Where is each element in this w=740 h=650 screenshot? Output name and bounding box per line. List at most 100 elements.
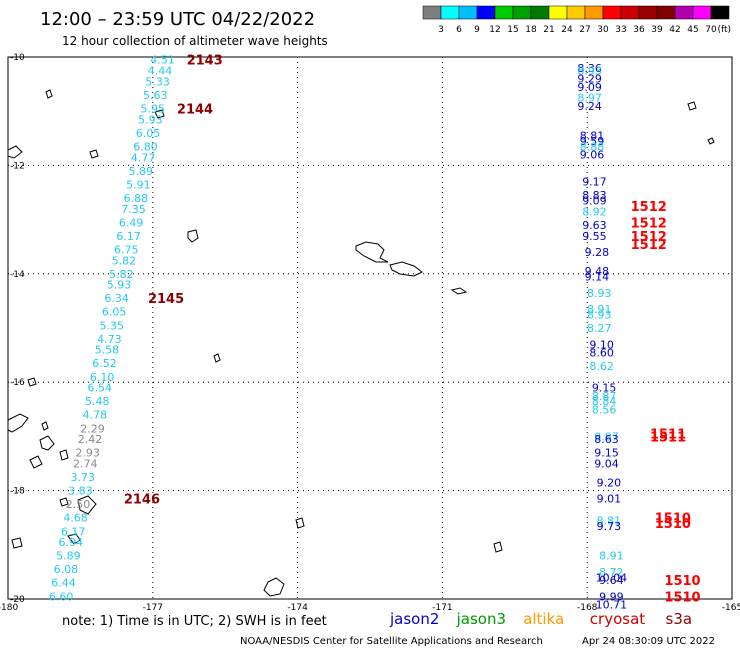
longitude-tick-label: -180 [0, 603, 18, 613]
latitude-tick-label: -14 [10, 270, 25, 280]
track-cycle-label: 1512 [631, 200, 667, 215]
longitude-tick-label: -168 [577, 603, 598, 613]
track-cycle-label: 2146 [124, 493, 160, 508]
track-cycle-label: 1512 [631, 238, 667, 253]
track-cycle-label: 1510 [664, 574, 700, 589]
island-outline [213, 353, 221, 363]
legend-swatch [548, 5, 568, 20]
island-outline [39, 435, 55, 451]
island-outline [263, 577, 285, 597]
island-outline [29, 455, 43, 469]
wave-height-value: 8.63 [594, 433, 619, 446]
satellite-legend-s3a: s3a [666, 610, 693, 628]
wave-height-value: 9.06 [580, 149, 605, 162]
island-outline [45, 89, 53, 99]
latitude-tick-label: -10 [10, 53, 25, 63]
legend-swatch [692, 5, 712, 20]
legend-tick-label: 30 [597, 25, 609, 35]
island-outline [41, 421, 49, 431]
wave-height-value: 8.56 [592, 403, 617, 416]
wave-height-value: 9.59 [580, 135, 605, 148]
legend-swatch [512, 5, 532, 20]
wave-height-value: 6.94 [58, 536, 83, 549]
wave-height-value: 5.89 [128, 165, 153, 178]
island-outline [27, 377, 37, 387]
wave-height-value: 8.81 [580, 130, 605, 143]
wave-height-value: 6.60 [49, 590, 74, 603]
map-frame [7, 56, 733, 600]
satellite-legend-jason3: jason3 [456, 610, 506, 628]
satellite-legend: jason2 jason3 altika cryosat s3a [389, 610, 692, 628]
wave-height-value: 6.10 [90, 371, 115, 384]
wave-height-value: 8.84 [592, 395, 617, 408]
wave-height-value: 4.68 [63, 512, 88, 525]
wave-height-value: 5.35 [100, 319, 125, 332]
axis-tick-labels: -180 -177 -174 -171 -168 -165 -10 -12 -14 -16 -18 -… [0, 53, 740, 613]
wave-height-value: 9.15 [594, 447, 619, 460]
wave-height-value: 8.93 [587, 308, 612, 321]
longitude-tick-label: -174 [287, 603, 308, 613]
wave-height-value: 8.87 [594, 430, 619, 443]
wave-height-value: 5.91 [126, 178, 151, 191]
wave-height-value: 5.48 [85, 395, 110, 408]
legend-tick-label: 45 [687, 25, 698, 35]
wave-height-value: 2.42 [78, 433, 103, 446]
wave-height-value: 6.75 [114, 243, 139, 256]
longitude-tick-label: -165 [722, 603, 740, 613]
wave-height-value: 8.83 [582, 189, 607, 202]
wave-height-value: 8.91 [599, 550, 624, 563]
legend-tick-label: 70 [705, 25, 717, 35]
legend-tick-label: 9 [474, 25, 480, 35]
wave-height-value: 3.83 [68, 485, 93, 498]
legend-tick-label: 18 [525, 25, 537, 35]
legend-tick-label: 3 [438, 25, 444, 35]
legend-swatch [674, 5, 694, 20]
wave-height-value: 6.08 [54, 563, 79, 576]
island-outline [77, 495, 97, 515]
wave-height-value: 8.27 [587, 322, 612, 335]
wave-height-value: 4.78 [83, 409, 108, 422]
wave-height-value: 5.82 [109, 268, 134, 281]
legend-swatch [584, 5, 604, 20]
island-outline [7, 413, 29, 433]
map-title: 12:00 – 23:59 UTC 04/22/2022 [40, 9, 315, 30]
wave-height-value: 9.29 [577, 73, 602, 86]
satellite-legend-cryosat: cryosat [590, 610, 645, 628]
wave-height-value: 2.50 [66, 498, 91, 511]
wave-height-value: 8.93 [577, 65, 602, 78]
track-s3a: 8.368.939.299.098.979.248.819.598.889.06… [577, 62, 700, 612]
wave-height-value: 9.48 [585, 265, 610, 278]
lat-lon-grid [8, 57, 732, 599]
island-outline [154, 109, 165, 119]
wave-height-value: 8.81 [597, 514, 622, 527]
legend-tick-label: 39 [651, 25, 663, 35]
track-cycle-label: 2143 [187, 54, 223, 69]
wave-height-value: 2.74 [73, 458, 98, 471]
wave-height-value: 8.62 [589, 360, 614, 373]
track-cycle-label: 1510 [655, 517, 691, 532]
wave-height-value: 8.72 [599, 566, 624, 579]
wave-height-value: 8.60 [589, 346, 614, 359]
wave-height-value: 9.09 [582, 195, 607, 208]
wave-height-value: 6.17 [116, 230, 141, 243]
island-outline [59, 497, 69, 507]
wave-height-value: 9.55 [582, 230, 607, 243]
island-outline [59, 449, 69, 461]
wave-height-value: 4.73 [97, 333, 122, 346]
wave-height-value: 9.63 [582, 219, 607, 232]
wave-height-value: 9.09 [577, 81, 602, 94]
wave-height-value: 9.10 [589, 338, 614, 351]
map-subtitle: 12 hour collection of altimeter wave hei… [62, 34, 328, 48]
wave-height-value: 9.20 [597, 476, 622, 489]
wave-height-value: 8.91 [587, 303, 612, 316]
island-outline [89, 149, 99, 159]
island-outline [493, 541, 503, 553]
island-outline [355, 241, 389, 263]
satellite-legend-jason2: jason2 [389, 610, 439, 628]
legend-swatch [530, 5, 550, 20]
track-cycle-label: 1511 [650, 428, 686, 443]
legend-tick-label: 12 [489, 25, 500, 35]
island-outline [450, 287, 468, 295]
wave-height-value: 8.88 [580, 140, 605, 153]
